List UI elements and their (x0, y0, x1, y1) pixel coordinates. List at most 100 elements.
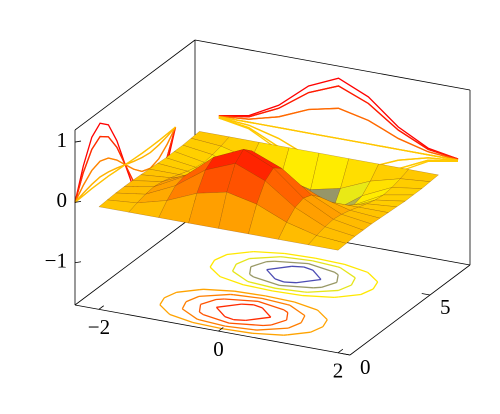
contour-segment (283, 256, 313, 262)
x-tick (98, 305, 104, 310)
contour-segment (344, 263, 368, 273)
contour-segment (249, 256, 281, 260)
contour-segment (287, 331, 311, 336)
contour-segment (285, 312, 289, 321)
contour-segment (310, 326, 324, 333)
contour-segment (250, 261, 267, 268)
contour-segment (283, 281, 297, 284)
contour-segment (302, 294, 335, 299)
contour-segment (318, 310, 328, 321)
contour-segment (233, 319, 246, 322)
contour-segment (294, 301, 318, 311)
contour-segment (279, 284, 314, 289)
contour-segment (312, 269, 322, 280)
contour-segment (234, 290, 266, 297)
contour-segment (192, 321, 222, 330)
contour-segment (181, 308, 198, 320)
z-tick (74, 261, 82, 264)
contour-segment (287, 303, 291, 306)
contour-segment (274, 278, 285, 283)
contour-segment (300, 315, 306, 324)
contour-segment (249, 266, 252, 275)
contour-segment (159, 297, 165, 306)
x-tick-label: 2 (333, 359, 344, 383)
contour-segment (337, 266, 341, 269)
y-tick (341, 353, 351, 356)
z-tick (74, 140, 82, 143)
contour-segment (291, 265, 304, 268)
wall-curve (74, 126, 176, 203)
x-tick-label: 0 (213, 337, 224, 361)
contour-segment (214, 253, 228, 261)
contour-segment (338, 284, 352, 292)
contour-segment (247, 280, 251, 283)
contour-segment (232, 270, 248, 282)
contour-segment (321, 281, 338, 288)
contour-segment (303, 266, 313, 271)
y-tick-label: 0 (360, 355, 371, 379)
contour-segment (338, 293, 361, 298)
contour-segment (316, 309, 320, 312)
contour-segment (360, 288, 374, 296)
contour-segment (257, 300, 285, 311)
contour-segment (295, 278, 322, 284)
contour-segment (249, 281, 276, 289)
contour-segment (164, 291, 177, 299)
contour-segment (225, 325, 255, 331)
contour-segment (197, 318, 200, 321)
contour-segment (322, 319, 328, 328)
contour-segment (367, 271, 370, 275)
contour-segment (220, 276, 244, 286)
contour-segment (253, 276, 280, 286)
contour-segment (198, 304, 202, 313)
z-tick-label: 1 (57, 128, 68, 152)
contour-segment (199, 319, 226, 327)
contour-segment (233, 294, 263, 300)
contour-segment (226, 251, 250, 256)
box-edge (349, 264, 471, 356)
box-edge (74, 304, 351, 356)
box-edge (74, 214, 196, 306)
contour-segment (253, 304, 263, 309)
contour-segment (216, 303, 242, 308)
contour-segment (266, 269, 276, 280)
contour-segment (199, 311, 204, 316)
contour-segment (200, 298, 217, 306)
contour-segment (176, 289, 200, 293)
contour-segment (241, 303, 254, 306)
contour-segment (253, 250, 285, 255)
contour-segment (289, 304, 306, 317)
contour-segment (231, 263, 237, 272)
contour-segment (218, 274, 221, 278)
contour-segment (261, 297, 288, 306)
contour-segment (181, 301, 187, 310)
contour-segment (249, 273, 254, 278)
contour-segment (274, 260, 309, 265)
contour-segment (252, 332, 284, 336)
contour-segment (307, 289, 339, 293)
contour-segment (308, 263, 335, 273)
contour-segment (159, 304, 169, 314)
contour-segment (198, 293, 231, 298)
contour-segment (224, 315, 234, 321)
contour-segment (275, 287, 305, 293)
contour-segment (287, 322, 302, 329)
contour-segment (372, 281, 379, 290)
contour-segment (266, 265, 292, 271)
contour-segment (283, 309, 289, 314)
contour-segment (261, 307, 272, 318)
contour-segment (185, 295, 200, 303)
contour-segment (368, 273, 379, 283)
contour-segment (167, 312, 171, 315)
contour-segment (209, 259, 216, 268)
z-tick-label: −1 (45, 249, 67, 273)
contour-segment (270, 319, 287, 326)
contour-segment (272, 290, 304, 297)
contour-segment (203, 288, 235, 292)
contour-segment (263, 324, 272, 327)
contour-segment (256, 327, 289, 331)
y-tick (421, 293, 431, 296)
wall-curve (218, 77, 459, 160)
contour-segment (333, 271, 339, 276)
